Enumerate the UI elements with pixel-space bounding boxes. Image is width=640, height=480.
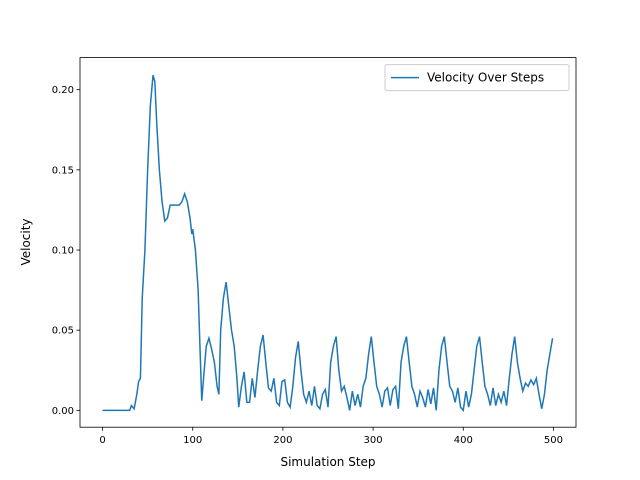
x-tick-label: 300: [364, 435, 383, 446]
y-tick-label: 0.05: [52, 326, 74, 337]
plot-frame: [79, 57, 577, 428]
data-line: [102, 75, 554, 413]
x-tick-label: 400: [454, 435, 473, 446]
y-axis-label: Velocity: [19, 218, 33, 265]
x-tick-label: 500: [544, 435, 563, 446]
x-tick-label: 200: [273, 435, 292, 446]
x-axis-label: Simulation Step: [280, 455, 375, 469]
y-tick-label: 0.20: [52, 85, 74, 96]
legend-box: [384, 64, 570, 92]
x-tick-label: 100: [183, 435, 202, 446]
y-tick-label: 0.15: [52, 165, 74, 176]
legend-label: Velocity Over Steps: [427, 71, 544, 85]
y-tick-label: 0.10: [52, 246, 74, 257]
y-tick-label: 0.00: [52, 406, 74, 417]
x-tick-label: 0: [99, 435, 105, 446]
